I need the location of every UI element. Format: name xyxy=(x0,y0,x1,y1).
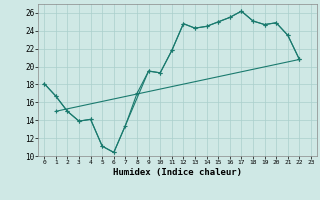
X-axis label: Humidex (Indice chaleur): Humidex (Indice chaleur) xyxy=(113,168,242,177)
